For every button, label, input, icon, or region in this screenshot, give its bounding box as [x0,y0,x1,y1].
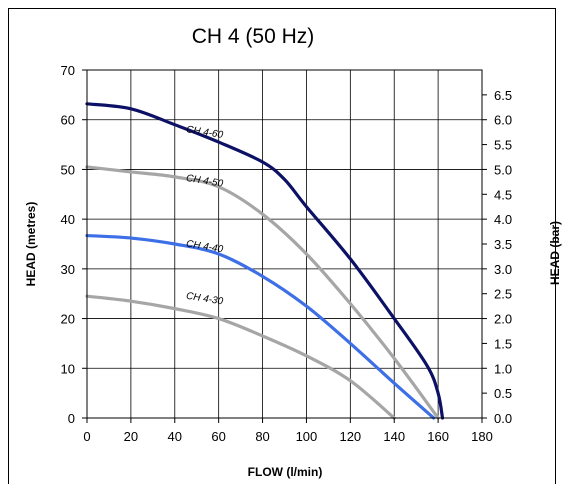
y-tick-label: 30 [61,262,75,277]
x-tick-label: 100 [296,429,318,444]
y2-tick-label: 6.0 [494,113,512,128]
y2-tick-label: 4.0 [494,212,512,227]
y2-tick-label: 5.5 [494,138,512,153]
y2-tick-label: 6.5 [494,88,512,103]
y-tick-label: 10 [61,361,75,376]
y-axis-title: HEAD (metres) [24,202,38,287]
x-tick-label: 180 [471,429,493,444]
y-tick-label: 70 [61,63,75,78]
y2-tick-label: 2.5 [494,287,512,302]
y2-tick-label: 1.0 [494,361,512,376]
x-tick-label: 40 [168,429,182,444]
y-tick-label: 50 [61,162,75,177]
y2-tick-label: 0.0 [494,411,512,426]
x-tick-label: 60 [211,429,225,444]
series-line-ch-4-40 [85,233,436,420]
y2-tick-label: 2.0 [494,312,512,327]
y-tick-label: 0 [68,411,75,426]
x-axis-title: FLOW (l/min) [248,465,323,479]
x-tick-label: 80 [255,429,269,444]
x-tick-label: 0 [83,429,90,444]
grid-lines [86,69,483,419]
x-tick-label: 120 [339,429,361,444]
series-line-ch-4-60 [85,102,445,420]
series-line-ch-4-30 [85,294,396,420]
y-tick-label: 60 [61,113,75,128]
axis-ticks: 0 20 40 60 80 100 120 140 160 180 0 10 20 30 40 50 60 70 0… [61,63,513,444]
y2-axis-title: HEAD (bar) [548,221,562,285]
chart-title: CH 4 (50 Hz) [192,25,315,48]
y2-tick-label: 0.5 [494,386,512,401]
y-tick-label: 20 [61,312,75,327]
x-tick-label: 20 [124,429,138,444]
chart-frame [8,8,556,484]
y2-tick-label: 1.5 [494,336,512,351]
y2-tick-label: 3.5 [494,237,512,252]
x-tick-label: 160 [427,429,449,444]
plot-area-border [86,69,483,419]
y-tick-label: 40 [61,212,75,227]
series-line-ch-4-50 [85,165,440,420]
x-tick-label: 140 [383,429,405,444]
y2-tick-label: 4.5 [494,187,512,202]
y2-tick-label: 3.0 [494,262,512,277]
y2-tick-label: 5.0 [494,162,512,177]
